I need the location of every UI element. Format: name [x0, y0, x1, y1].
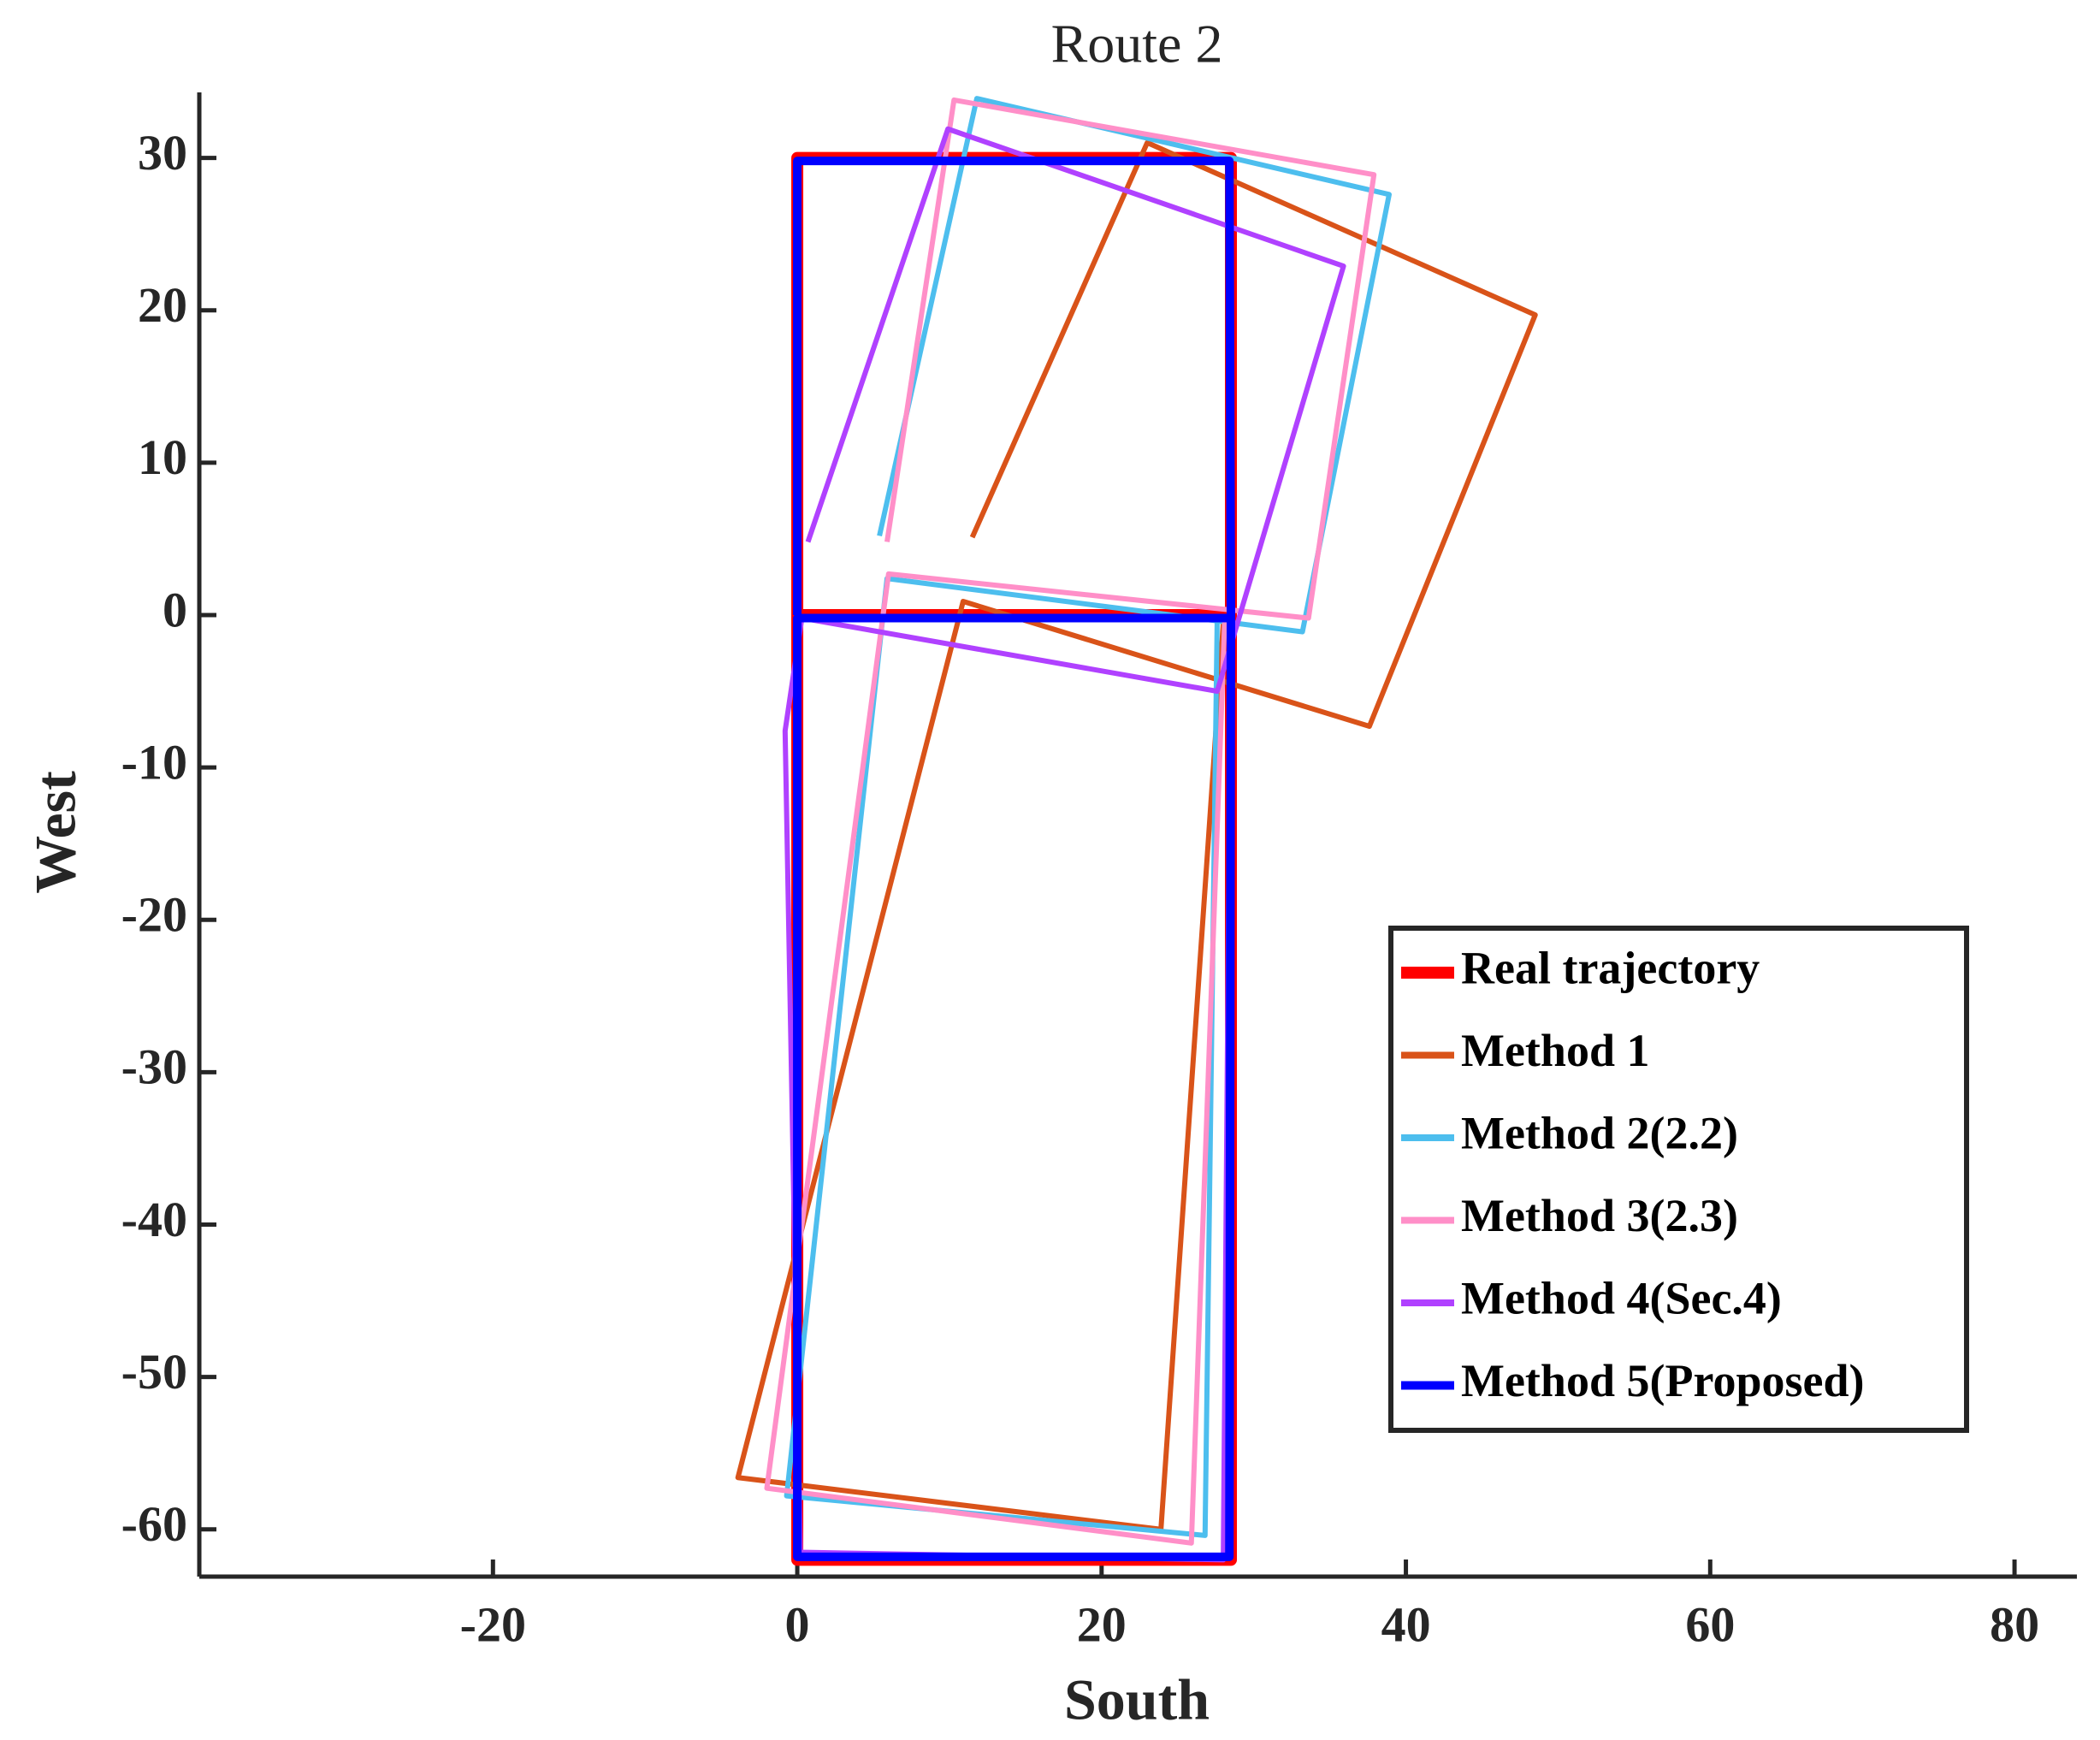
y-tick-label: -60: [121, 1496, 187, 1552]
x-axis-label: South: [1064, 1667, 1210, 1732]
y-tick-label: 30: [138, 125, 187, 181]
legend-label: Method 1: [1461, 1025, 1649, 1076]
y-tick-label: 20: [138, 277, 187, 333]
x-tick-label: 0: [785, 1596, 810, 1652]
y-tick-label: -30: [121, 1039, 187, 1095]
y-tick-label: 0: [163, 582, 187, 637]
legend-label: Method 2(2.2): [1461, 1107, 1738, 1158]
legend-label: Real trajectory: [1461, 942, 1760, 993]
y-axis-label: West: [23, 771, 88, 894]
trajectory-line: [735, 139, 1538, 1532]
y-tick-label: -50: [121, 1344, 187, 1400]
y-tick-label: -20: [121, 887, 187, 943]
x-tick-label: 60: [1685, 1596, 1735, 1652]
x-tick-label: 80: [1990, 1596, 2039, 1652]
chart-title: Route 2: [1051, 14, 1223, 74]
legend-label: Method 4(Sec.4): [1461, 1272, 1782, 1323]
trajectory-line: [784, 96, 1392, 1538]
y-tick-label: 10: [138, 429, 187, 485]
x-tick-label: 20: [1077, 1596, 1127, 1652]
legend-label: Method 5(Proposed): [1461, 1355, 1864, 1406]
y-tick-label: -40: [121, 1192, 187, 1247]
x-tick-label: -20: [460, 1596, 526, 1652]
legend-box: [1388, 926, 1969, 1433]
legend-label: Method 3(2.3): [1461, 1190, 1738, 1241]
trajectory-line: [764, 97, 1377, 1546]
y-tick-label: -10: [121, 734, 187, 790]
trajectory-line: [791, 151, 1237, 1566]
trajectory-line: [793, 157, 1235, 1561]
trajectory-line: [782, 126, 1346, 1563]
x-tick-label: 40: [1381, 1596, 1431, 1652]
